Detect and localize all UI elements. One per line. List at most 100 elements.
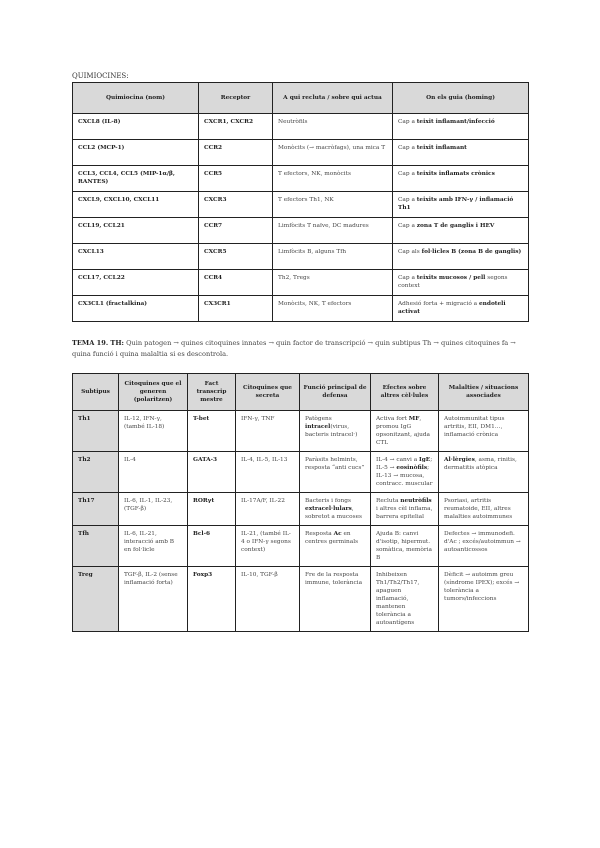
text-segment: IL-4 → canvi a xyxy=(376,457,420,463)
bold-text: MF xyxy=(408,416,420,422)
text-segment: i altres cèl inflama, barrera epitelial xyxy=(376,506,433,520)
text-segment: , asma, rinitis, dermatitis atòpica xyxy=(444,457,517,471)
bold-text: CCR4 xyxy=(204,275,223,281)
bold-text: Th17 xyxy=(78,498,95,504)
text-segment: IL-12, IFN-γ, (també IL-18) xyxy=(124,416,165,430)
bold-text: teixits inflamats crònics xyxy=(416,171,495,177)
bold-text: CX3CL1 (fractalkina) xyxy=(78,301,148,307)
table-cell: Cap a teixits mucosos / pell segons cont… xyxy=(392,269,529,296)
text-segment: Neutròfils xyxy=(278,119,308,125)
text-segment: , promou IgG opsonitzant, ajuda CTL xyxy=(376,416,430,446)
table-cell: CXCR1, CXCR2 xyxy=(198,113,273,140)
table-cell: Bcl-6 xyxy=(187,525,236,567)
table-cell: GATA-3 xyxy=(187,451,236,493)
column-header: On els guia (homing) xyxy=(392,82,529,114)
text-segment: Adhesió forta + migració a xyxy=(398,301,479,307)
table-cell: TGF-β, IL-2 (sense inflamació forta) xyxy=(118,566,188,632)
bold-text: CXCR1, CXCR2 xyxy=(204,119,253,125)
table-cell: CXCR5 xyxy=(198,243,273,270)
column-header: Citoquines que secreta xyxy=(235,373,300,411)
bold-text: CCR2 xyxy=(204,145,223,151)
table-cell: CXCL8 (IL-8) xyxy=(72,113,199,140)
bold-text: Treg xyxy=(78,572,93,578)
table-cell: Adhesió forta + migració a endoteli acti… xyxy=(392,295,529,322)
text-segment: Limfòcits T naïve, DC madures xyxy=(278,223,369,229)
table-cell: Dèficit → autoimm greu (síndrome IPEX); … xyxy=(438,566,529,632)
bold-text: GATA-3 xyxy=(193,457,218,463)
table-header-row: Quimiocina (nom) Receptor A qui recluta / … xyxy=(72,82,529,114)
table-cell: Th1 xyxy=(72,410,119,452)
table-cell: CCL19, CCL21 xyxy=(72,217,199,244)
text-segment: Monòcits (→ macròfags), una mica T xyxy=(278,145,386,151)
table-cell: IL-6, IL-21, interacció amb B en fol·lic… xyxy=(118,525,188,567)
table-cell: Defectes → immunodefi. d'Ac ; excés/auto… xyxy=(438,525,529,567)
table-cell: CCR5 xyxy=(198,165,273,192)
text-segment: Inhibeixen Th1/Th2/Th17, apaguen inflama… xyxy=(376,572,420,626)
table-row: CCL17, CCL22 CCR4 Th2, Tregs Cap a teixits … xyxy=(72,269,529,296)
table-cell: CCL2 (MCP-1) xyxy=(72,139,199,166)
bold-text: teixit inflamant/infecció xyxy=(416,119,495,125)
table-cell: Foxp3 xyxy=(187,566,236,632)
table-cell: T efectors, NK, monòcits xyxy=(272,165,393,192)
table-cell: Th17 xyxy=(72,492,119,526)
bold-text: eosinòfils xyxy=(396,465,428,471)
bold-text: neutròfils xyxy=(400,498,432,504)
bold-text: T-bet xyxy=(193,416,210,422)
table-cell: Patògens intracel(virus, bacteris intrac… xyxy=(299,410,371,452)
text-segment: Cap a xyxy=(398,197,417,203)
bold-text: CX3CR1 xyxy=(204,301,231,307)
table-cell: IL-4, IL-5, IL-13 xyxy=(235,451,300,493)
bold-text: CCL3, CCL4, CCL5 (MIP-1α/β, RANTES) xyxy=(78,171,175,185)
table-cell: T efectors Th1, NK xyxy=(272,191,393,218)
table-row: Tfh IL-6, IL-21, interacció amb B en fol·… xyxy=(72,525,529,567)
text-segment: Dèficit → autoimm greu (síndrome IPEX); … xyxy=(444,572,520,602)
column-header: Citoquines que el generen (polaritzen) xyxy=(118,373,188,411)
bold-text: CXCR5 xyxy=(204,249,227,255)
table-cell: CXCL13 xyxy=(72,243,199,270)
column-header: Fact transcrip mestre xyxy=(187,373,236,411)
table-cell: Psoriasi, artritis reumatoide, EII, altr… xyxy=(438,492,529,526)
table-cell: CCL3, CCL4, CCL5 (MIP-1α/β, RANTES) xyxy=(72,165,199,192)
table-cell: Resposta Ac en centres germinals xyxy=(299,525,371,567)
table-cell: CXCL9, CXCL10, CXCL11 xyxy=(72,191,199,218)
table-cell: T-bet xyxy=(187,410,236,452)
table-row: CCL19, CCL21 CCR7 Limfòcits T naïve, DC ma… xyxy=(72,217,529,244)
text-segment: ; IL-13 → mucosa, contracc. muscular xyxy=(376,465,433,487)
table-cell: Autoimmunitat tipus artritis, EII, DM1…,… xyxy=(438,410,529,452)
table-cell: Cap a zona T de ganglis i HEV xyxy=(392,217,529,244)
bold-text: endoteli activat xyxy=(398,301,506,315)
table-cell: IFN-γ, TNF xyxy=(235,410,300,452)
table-cell: CCR7 xyxy=(198,217,273,244)
table-cell: Treg xyxy=(72,566,119,632)
bold-text: teixit inflamant xyxy=(416,145,467,151)
table-cell: IL-10, TGF-β xyxy=(235,566,300,632)
bold-text: CXCL13 xyxy=(78,249,104,255)
column-header: Funció principal de defensa xyxy=(299,373,371,411)
text-segment: IL-6, IL-21, interacció amb B en fol·lic… xyxy=(124,531,175,553)
table-cell: Paràsits helmints, resposta “anti cucs” xyxy=(299,451,371,493)
bold-text: Th2 xyxy=(78,457,91,463)
bold-text: RORγt xyxy=(193,498,215,504)
table-cell: Cap als fol·licles B (zona B de ganglis) xyxy=(392,243,529,270)
text-segment: T efectors Th1, NK xyxy=(278,197,334,203)
table-cell: Fre de la resposta immune, tolerància xyxy=(299,566,371,632)
table-cell: Inhibeixen Th1/Th2/Th17, apaguen inflama… xyxy=(370,566,439,632)
table-cell: Limfòcits T naïve, DC madures xyxy=(272,217,393,244)
table-header-row: Subtipus Citoquines que el generen (polar… xyxy=(72,373,529,411)
table-row: Th2 IL-4 GATA-3 IL-4, IL-5, IL-13 Paràsits h… xyxy=(72,451,529,493)
text-segment: segons context xyxy=(398,275,508,289)
table-cell: Cap a teixits amb IFN-γ / inflamació Th1 xyxy=(392,191,529,218)
text-segment: Cap a xyxy=(398,223,417,229)
column-header: A qui recluta / sobre qui actua xyxy=(272,82,393,114)
text-segment: Fre de la resposta immune, tolerància xyxy=(305,572,363,586)
text-segment: Monòcits, NK, T efectors xyxy=(278,301,352,307)
table-cell: Neutròfils xyxy=(272,113,393,140)
bold-text: CCL2 (MCP-1) xyxy=(78,145,125,151)
bold-text: fol·licles B (zona B de ganglis) xyxy=(421,249,522,255)
text-segment: Limfòcits B, alguns Tfh xyxy=(278,249,347,255)
text-segment: Th2, Tregs xyxy=(278,275,310,281)
text-segment: IL-4 xyxy=(124,457,136,463)
bold-text: teixits mucosos / pell xyxy=(416,275,486,281)
bold-text: Foxp3 xyxy=(193,572,213,578)
column-header: Quimiocina (nom) xyxy=(72,82,199,114)
